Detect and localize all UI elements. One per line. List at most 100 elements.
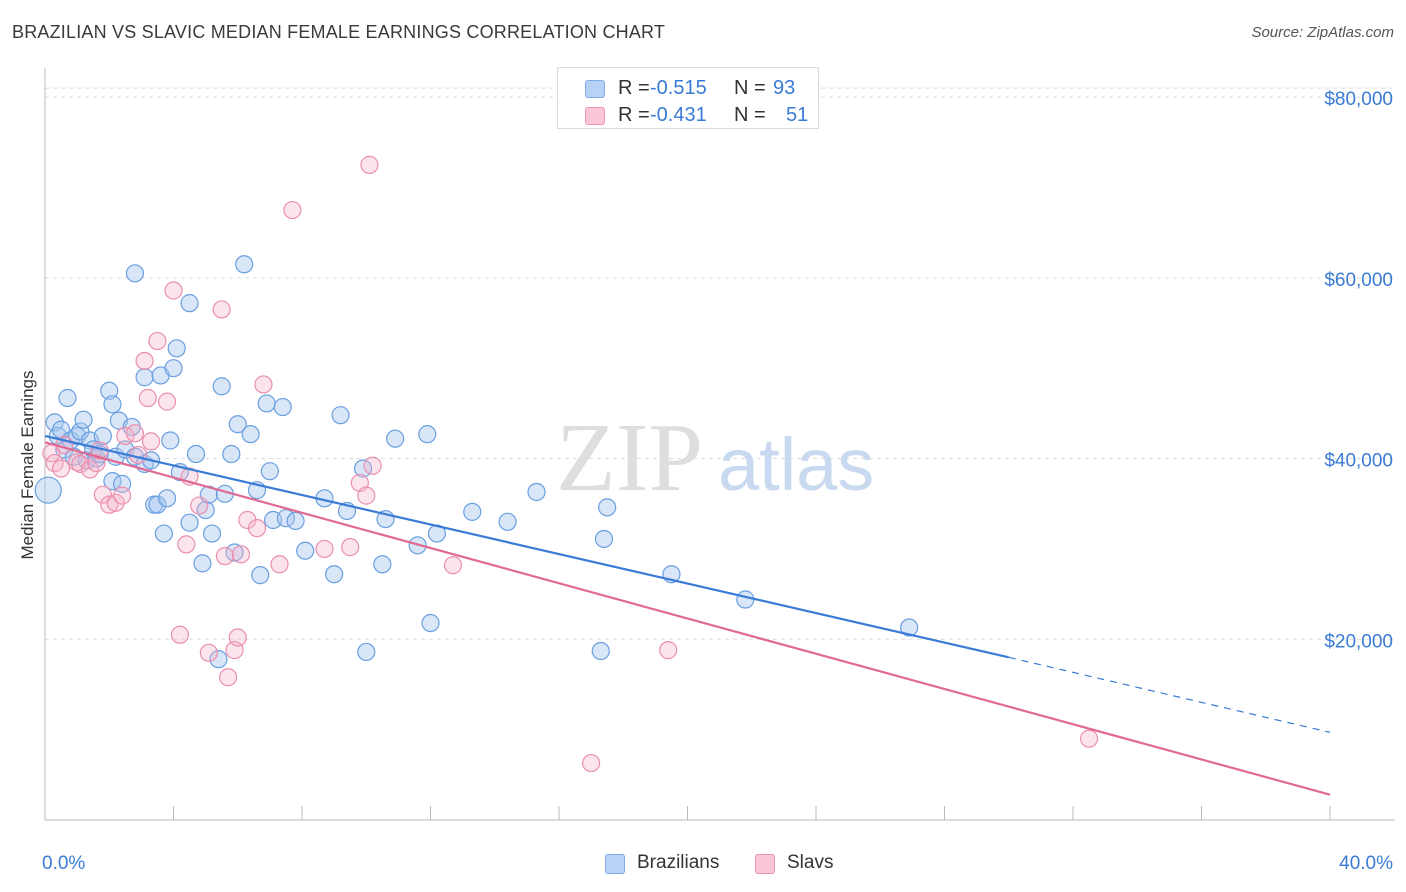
y-axis-label: Median Female Earnings (18, 370, 37, 560)
point-brazilians (591, 641, 610, 661)
point-brazilians (180, 294, 199, 313)
point-brazilians (373, 555, 392, 574)
point-slavs (247, 519, 267, 538)
point-slavs (443, 556, 463, 575)
trend-line-slavs (44, 441, 1331, 796)
point-brazilians (180, 513, 199, 532)
watermark-zip: ZIP (556, 404, 703, 512)
point-brazilians (257, 394, 276, 413)
legend-stats: R = -0.515 N = 93 R = -0.431 N = 51 (557, 67, 819, 129)
legend-n-value: 51 (786, 104, 809, 126)
point-brazilians (209, 650, 228, 669)
point-brazilians (357, 642, 376, 662)
point-brazilians (463, 502, 482, 521)
point-brazilians (228, 415, 247, 434)
point-slavs (659, 641, 678, 660)
point-slavs (228, 628, 247, 647)
point-brazilians (386, 429, 405, 448)
point-slavs (177, 535, 196, 554)
point-brazilians (103, 395, 122, 414)
y-tick-label: $40,000 (1324, 451, 1393, 472)
legend-n-label: N = (734, 77, 766, 99)
x-tick-label: 0.0% (42, 853, 85, 874)
point-slavs (199, 643, 218, 662)
point-slavs (341, 538, 360, 557)
point-slavs (138, 388, 157, 408)
point-brazilians (296, 541, 315, 560)
legend-n-label: N = (734, 104, 766, 126)
point-slavs (148, 331, 167, 351)
legend-swatch-blue (605, 854, 625, 874)
point-brazilians (225, 543, 244, 562)
point-brazilians (125, 264, 145, 283)
point-brazilians (325, 565, 344, 584)
point-brazilians (93, 426, 112, 446)
point-brazilians (594, 529, 614, 549)
trend-line-brazilians-extension (1008, 656, 1331, 733)
point-slavs (112, 486, 132, 505)
x-tick-label: 40.0% (1339, 853, 1393, 874)
point-slavs (363, 456, 382, 475)
point-brazilians (167, 339, 186, 358)
point-brazilians (273, 397, 292, 417)
legend-r-value: -0.431 (650, 104, 707, 126)
legend-r-label: R = (618, 104, 650, 126)
point-brazilians (241, 425, 260, 444)
legend-label-slavs: Slavs (787, 852, 834, 873)
legend-row-brazilians: R = -0.515 N = 93 (558, 73, 818, 103)
chart-title: BRAZILIAN VS SLAVIC MEDIAN FEMALE EARNIN… (12, 22, 666, 42)
legend-series: Brazilians Slavs (605, 852, 905, 878)
point-slavs (270, 555, 289, 574)
point-slavs (1079, 729, 1099, 748)
point-slavs (141, 432, 161, 451)
legend-r-value: -0.515 (650, 77, 707, 99)
point-brazilians (100, 381, 119, 400)
point-slavs (357, 486, 376, 505)
point-brazilians (154, 524, 173, 543)
point-brazilians (58, 388, 77, 408)
point-brazilians (157, 489, 177, 508)
point-brazilians (45, 413, 64, 432)
point-slavs (219, 668, 238, 687)
point-brazilians (527, 482, 546, 502)
point-slavs (360, 155, 379, 174)
source-label: Source: ZipAtlas.com (1251, 24, 1394, 41)
point-slavs (93, 485, 112, 504)
point-brazilians (260, 462, 279, 481)
legend-label-brazilians: Brazilians (637, 852, 720, 873)
point-slavs (231, 545, 251, 564)
point-brazilians (164, 359, 183, 378)
watermark-atlas: atlas (718, 423, 874, 506)
point-slavs (157, 392, 177, 411)
point-brazilians (135, 368, 154, 387)
legend-swatch-pink (585, 107, 605, 125)
legend-swatch-pink (755, 854, 775, 874)
point-brazilians (212, 377, 231, 396)
legend-row-slavs: R = -0.431 N = 51 (558, 100, 818, 130)
point-slavs (51, 459, 71, 478)
point-brazilians (736, 590, 755, 609)
legend-swatch-blue (585, 80, 605, 98)
tick-labels: $20,000 $40,000 $60,000 $80,000 0.0% 40.0% (42, 89, 1393, 874)
point-slavs (212, 300, 231, 319)
point-brazilians (193, 554, 212, 573)
point-brazilians (161, 431, 180, 450)
trend-lines (44, 434, 1331, 796)
axes (44, 68, 1395, 821)
point-brazilians (598, 498, 617, 517)
point-slavs (215, 547, 234, 566)
legend-n-value: 93 (773, 77, 796, 99)
point-brazilians (148, 495, 167, 514)
point-brazilians (498, 512, 517, 531)
y-tick-label: $20,000 (1324, 631, 1393, 652)
point-slavs (170, 625, 190, 644)
point-brazilians (186, 444, 206, 464)
legend-r-label: R = (618, 77, 650, 99)
point-slavs (125, 424, 145, 443)
point-brazilians (421, 613, 440, 633)
point-brazilians (222, 444, 241, 464)
point-brazilians (74, 410, 93, 429)
point-slavs (106, 493, 125, 512)
point-slavs (135, 351, 154, 371)
